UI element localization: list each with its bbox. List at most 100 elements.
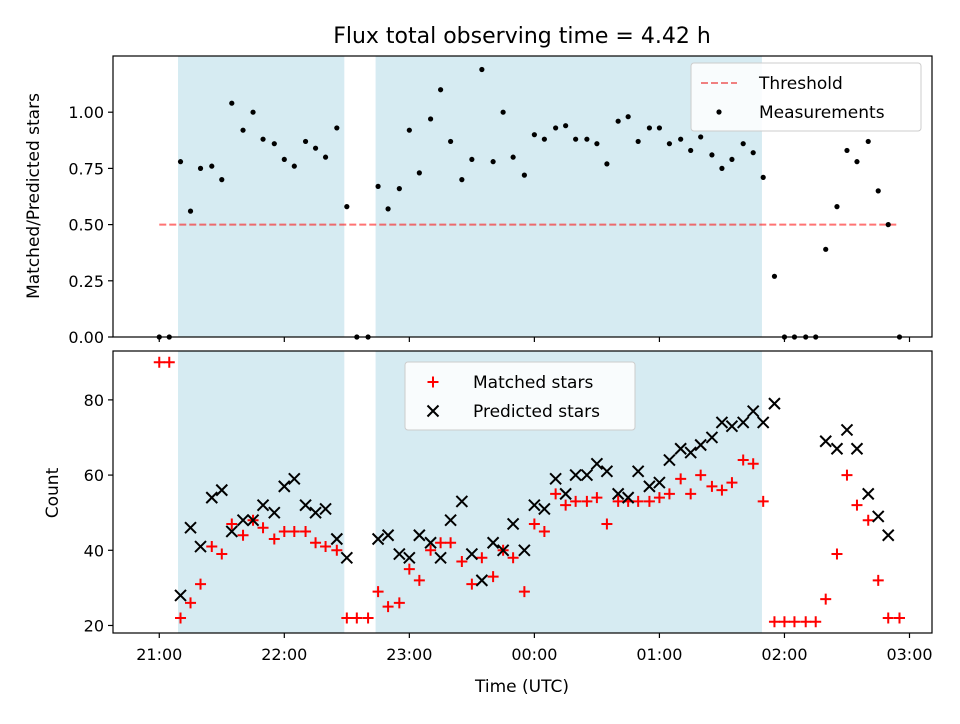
matched-stars-point: [288, 525, 300, 537]
x-tick-label: 23:00: [386, 645, 432, 664]
measurement-point: [688, 147, 694, 154]
predicted-stars-point: [549, 472, 562, 486]
top-legend: Threshold Measurements: [690, 62, 922, 132]
predicted-stars-point: [215, 483, 228, 497]
matched-stars-point: [570, 495, 582, 507]
matched-stars-point: [237, 529, 249, 541]
measurement-point: [875, 188, 881, 194]
top-shaded-interval-0: [178, 56, 345, 337]
matched-stars-point: [550, 488, 562, 500]
measurement-point: [678, 136, 684, 142]
matched-stars-point: [778, 616, 790, 628]
measurement-point: [885, 222, 891, 228]
x-tick-label: 02:00: [761, 645, 807, 664]
matched-stars-point: [872, 574, 884, 586]
matched-stars-point: [206, 541, 218, 553]
matched-stars-point: [518, 586, 530, 598]
matched-stars-point: [831, 548, 843, 560]
matched-stars-point: [362, 612, 374, 624]
predicted-stars-point: [256, 498, 270, 512]
measurement-point: [854, 159, 860, 165]
measurement-point: [385, 206, 391, 212]
predicted-stars-point: [663, 453, 676, 467]
matched-stars-point: [726, 477, 738, 489]
predicted-stars-point: [746, 404, 760, 418]
matched-stars-point: [163, 356, 175, 368]
legend-label: Matched stars: [473, 373, 593, 393]
measurement-point: [844, 147, 850, 154]
x-tick-label: 00:00: [511, 645, 557, 664]
measurement-point: [729, 156, 735, 163]
measurement-point: [209, 163, 215, 169]
matched-stars-point: [538, 525, 550, 537]
measurement-point: [479, 66, 485, 73]
predicted-stars-point: [278, 480, 291, 493]
predicted-stars-point: [528, 498, 541, 512]
measurement-point: [771, 273, 778, 279]
measurement-point: [291, 163, 297, 169]
predicted-stars-point: [403, 551, 416, 565]
measurement-point: [197, 165, 204, 171]
predicted-stars-point: [506, 517, 520, 531]
matched-stars-point: [893, 612, 905, 624]
top-y-tick-label: 0.50: [68, 216, 104, 235]
predicted-stars-point: [486, 536, 500, 549]
predicted-stars-point: [559, 487, 572, 501]
measurement-point: [177, 159, 184, 165]
bottom-shaded-interval-0: [178, 351, 345, 633]
predicted-stars-point: [694, 438, 707, 452]
matched-stars-point: [425, 544, 437, 556]
matched-stars-point: [695, 469, 707, 481]
matched-stars-point: [528, 518, 540, 530]
matched-stars-point: [810, 616, 822, 628]
bottom-axes-frame: [112, 350, 933, 634]
matched-stars-point: [226, 518, 238, 530]
predicted-stars-point: [225, 525, 238, 538]
measurement-point: [740, 141, 746, 147]
matched-stars-point: [591, 492, 603, 504]
matched-stars-point: [195, 578, 207, 590]
predicted-stars-point: [674, 442, 687, 455]
measurement-point: [427, 116, 434, 122]
top-y-axis-label: Matched/Predicted stars: [24, 93, 44, 299]
predicted-stars-point: [569, 468, 582, 482]
matched-stars-point: [331, 544, 343, 556]
matched-stars-point: [675, 473, 687, 485]
matched-stars-point: [403, 563, 415, 575]
bottom-legend: Matched stars Predicted stars: [404, 361, 636, 431]
predicted-stars-point: [194, 540, 207, 553]
measurement-point: [219, 177, 225, 183]
measurement-point: [573, 136, 579, 142]
matched-stars-point: [612, 495, 624, 507]
matched-stars-point: [851, 499, 863, 511]
measurement-point: [334, 125, 340, 131]
predicted-stars-point: [872, 510, 885, 523]
x-tick-label: 03:00: [886, 645, 932, 664]
predicted-stars-point: [413, 529, 426, 542]
predicted-stars-point: [538, 502, 551, 516]
measurement-point: [615, 118, 621, 124]
measurement-point: [229, 100, 235, 106]
matched-stars-point: [841, 469, 853, 481]
measurement-point: [375, 183, 381, 189]
predicted-stars-point: [475, 574, 489, 587]
predicted-stars-point: [580, 468, 594, 482]
measurement-point: [396, 186, 402, 192]
predicted-stars-point: [319, 502, 332, 516]
matched-stars-point: [278, 525, 290, 537]
matched-stars-point: [476, 552, 488, 564]
matched-stars-point: [175, 612, 187, 624]
predicted-stars-point: [840, 423, 854, 437]
matched-stars-point: [487, 571, 499, 583]
predicted-stars-point: [371, 532, 385, 546]
predicted-stars-point: [434, 551, 447, 565]
predicted-stars-point: [424, 536, 437, 549]
measurement-point: [709, 152, 715, 158]
measurement-point: [260, 136, 266, 142]
legend-measurement-swatch: [716, 109, 722, 115]
measurement-point: [563, 123, 569, 129]
measurement-point: [865, 138, 871, 145]
predicted-stars-point: [184, 521, 197, 534]
measurement-point: [834, 204, 840, 210]
predicted-stars-point: [330, 532, 344, 546]
